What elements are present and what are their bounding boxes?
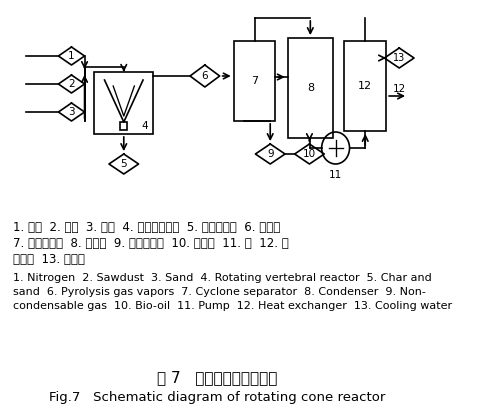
Text: 8: 8 (307, 83, 314, 93)
Bar (344, 41, 386, 131)
Text: Fig.7   Schematic diagram of rotating cone reactor: Fig.7 Schematic diagram of rotating cone… (49, 391, 385, 404)
Text: 5: 5 (120, 159, 127, 169)
Text: 12: 12 (393, 84, 406, 94)
Text: 1. 氮气  2. 木屑  3. 砂子  4. 旋转锥反应器  5. 木炭与砂子  6. 热解气: 1. 氮气 2. 木屑 3. 砂子 4. 旋转锥反应器 5. 木炭与砂子 6. … (13, 221, 280, 234)
Text: 9: 9 (267, 149, 273, 159)
Text: 12: 12 (358, 81, 372, 91)
Text: 10: 10 (303, 149, 316, 159)
Text: 7. 旋风分离器  8. 冷凝器  9. 不可凝气体  10. 生物油  11. 泵  12. 热: 7. 旋风分离器 8. 冷凝器 9. 不可凝气体 10. 生物油 11. 泵 1… (13, 237, 289, 250)
Text: 13: 13 (393, 53, 405, 63)
Text: condensable gas  10. Bio-oil  11. Pump  12. Heat exchanger  13. Cooling water: condensable gas 10. Bio-oil 11. Pump 12.… (13, 301, 452, 311)
Text: 交换器  13. 冷却水: 交换器 13. 冷却水 (13, 253, 85, 266)
Text: 1: 1 (68, 51, 75, 61)
Text: 4: 4 (141, 121, 148, 131)
Bar (120, 122, 127, 130)
Text: 7: 7 (251, 76, 258, 86)
Text: 1. Nitrogen  2. Sawdust  3. Sand  4. Rotating vertebral reactor  5. Char and: 1. Nitrogen 2. Sawdust 3. Sand 4. Rotati… (13, 273, 432, 283)
Text: sand  6. Pyrolysis gas vapors  7. Cyclone separator  8. Condenser  9. Non-: sand 6. Pyrolysis gas vapors 7. Cyclone … (13, 287, 426, 297)
Text: 图 7   旋转锥反应器示意图: 图 7 旋转锥反应器示意图 (157, 371, 277, 386)
Text: 6: 6 (202, 71, 208, 81)
Text: 11: 11 (329, 170, 342, 180)
Text: 2: 2 (68, 79, 75, 89)
Text: 3: 3 (68, 107, 75, 117)
Bar (94, 72, 153, 134)
Bar (287, 38, 333, 138)
Bar (234, 41, 275, 121)
